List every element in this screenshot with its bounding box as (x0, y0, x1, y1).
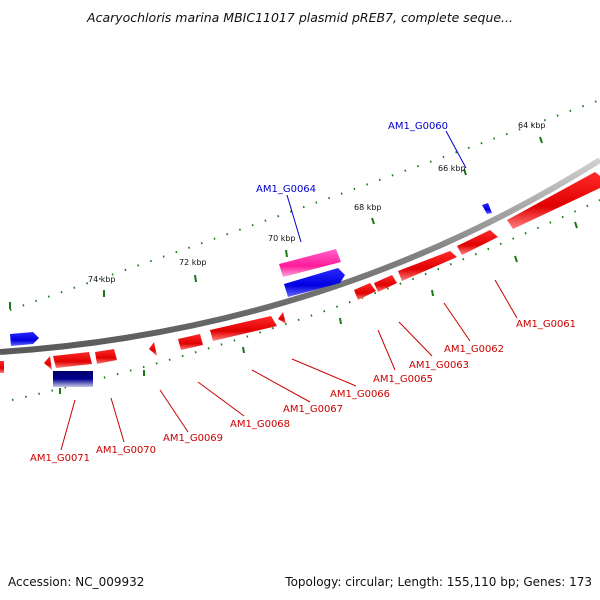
tick-label-68kbp: 68 kbp (354, 203, 382, 212)
gene-label-AM1-G0060: AM1_G0060 (388, 121, 448, 132)
gene-arrow-reverse-left (10, 332, 39, 346)
gene-AM1-G0069 (149, 342, 157, 356)
gene-AM1-G0071 (53, 352, 92, 368)
gene-label-AM1-G0066: AM1_G0066 (330, 389, 390, 400)
topology-summary: Topology: circular; Length: 155,110 bp; … (285, 575, 592, 589)
major-ticks (9, 136, 578, 394)
gene-label-AM1-G0063: AM1_G0063 (409, 360, 469, 371)
gene-label-AM1-G0061: AM1_G0061 (516, 319, 576, 330)
gene-label-AM1-G0069: AM1_G0069 (163, 433, 223, 444)
leader-lines (60, 130, 518, 451)
gene-label-AM1-G0071: AM1_G0071 (30, 453, 90, 464)
gene-label-AM1-G0067: AM1_G0067 (283, 404, 343, 415)
gene-AM1-G0068 (178, 334, 203, 350)
gene-label-AM1-G0065: AM1_G0065 (373, 374, 433, 385)
gene-AM1-G0071-small (44, 356, 52, 370)
gene-AM1-G0065 (374, 275, 397, 292)
gene-arrow-reverse (482, 203, 492, 214)
tick-label-72kbp: 72 kbp (179, 258, 207, 267)
tick-label-66kbp: 66 kbp (438, 164, 466, 173)
gene-AM1-G0062 (457, 230, 498, 255)
gene-AM1-G0063 (398, 251, 457, 281)
gene-label-AM1-G0064: AM1_G0064 (256, 184, 316, 195)
gene-edge-left (0, 361, 4, 373)
gene-AM1-G0070 (95, 349, 117, 364)
gene-AM1-G0064-pink (279, 249, 341, 277)
gene-AM1-G0067-small (278, 312, 286, 324)
gene-label-AM1-G0068: AM1_G0068 (230, 419, 290, 430)
gene-AM1-G0061 (507, 172, 600, 229)
gene-AM1-G0064-blue (284, 268, 345, 297)
plasmid-backbone (0, 157, 600, 355)
tick-label-74kbp: 74 kbp (88, 275, 116, 284)
gene-dark (53, 371, 93, 387)
inner-tick-ring (11, 199, 600, 401)
forward-genes (0, 172, 600, 373)
gene-AM1-G0067 (210, 316, 277, 341)
gene-label-AM1-G0062: AM1_G0062 (444, 344, 504, 355)
map-title: Acaryochloris marina MBIC11017 plasmid p… (87, 10, 513, 25)
accession-text: Accession: NC_009932 (8, 575, 145, 589)
tick-label-64kbp: 64 kbp (518, 121, 546, 130)
gene-label-AM1-G0070: AM1_G0070 (96, 445, 156, 456)
tick-label-70kbp: 70 kbp (268, 234, 296, 243)
gene-AM1-G0066 (354, 283, 376, 300)
